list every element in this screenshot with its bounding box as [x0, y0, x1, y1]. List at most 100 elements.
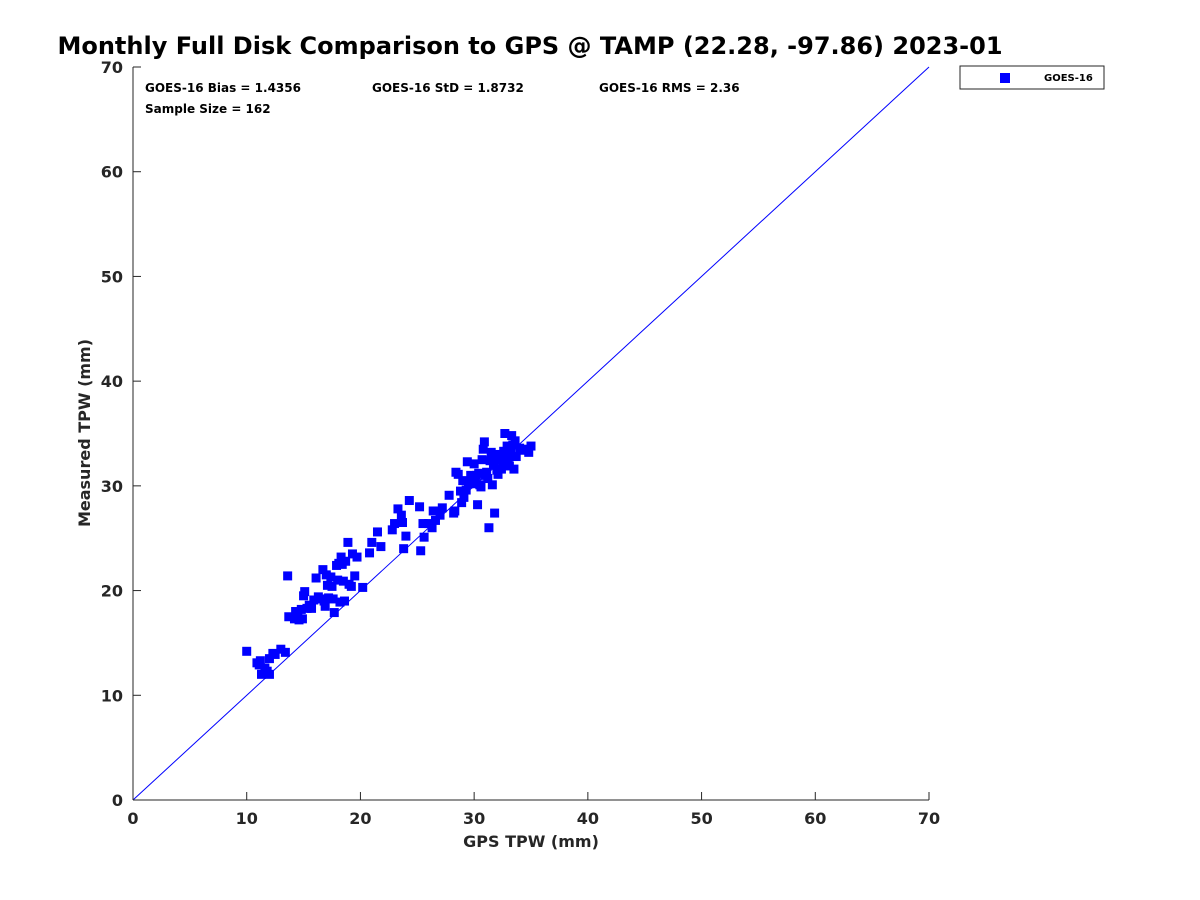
data-point: [463, 479, 473, 489]
data-point: [459, 492, 469, 502]
stat-std: GOES-16 StD = 1.8732: [372, 81, 524, 95]
data-point: [477, 455, 487, 465]
data-point: [341, 556, 351, 566]
data-point: [358, 582, 368, 592]
data-point: [457, 498, 467, 508]
data-point: [387, 525, 397, 535]
data-point: [455, 486, 465, 496]
data-point: [404, 496, 414, 506]
data-point: [430, 515, 440, 525]
data-point: [276, 644, 286, 654]
y-tick-label: 70: [101, 58, 123, 77]
data-point: [324, 593, 334, 603]
y-tick-label: 40: [101, 372, 123, 391]
data-point: [482, 467, 492, 477]
data-point: [336, 552, 346, 562]
data-point: [347, 549, 357, 559]
x-tick-label: 0: [127, 809, 138, 828]
data-point: [418, 519, 428, 529]
data-point: [419, 532, 429, 542]
legend-box: [959, 65, 1105, 90]
data-point: [479, 437, 489, 447]
data-point: [264, 654, 274, 664]
data-point: [293, 610, 303, 620]
data-point: [284, 612, 294, 622]
data-point: [496, 464, 506, 474]
data-point: [435, 510, 445, 520]
data-point: [494, 449, 504, 459]
stat-sample-size: Sample Size = 162: [145, 102, 271, 116]
data-point: [503, 454, 513, 464]
data-point: [329, 608, 339, 618]
data-point: [327, 581, 337, 591]
legend-marker-goes-16: [1000, 73, 1010, 83]
data-point: [506, 447, 516, 457]
y-tick-label: 0: [112, 791, 123, 810]
data-point: [350, 571, 360, 581]
data-point: [367, 537, 377, 547]
y-axis-label: Measured TPW (mm): [75, 339, 94, 527]
x-tick-label: 70: [918, 809, 940, 828]
data-point: [415, 502, 425, 512]
data-point: [500, 429, 510, 438]
data-point: [473, 500, 483, 510]
data-point: [502, 441, 512, 451]
data-point: [510, 436, 520, 446]
data-point: [493, 469, 503, 479]
data-point: [396, 510, 406, 520]
data-point: [469, 459, 479, 469]
data-point: [320, 601, 330, 611]
x-axis-label: GPS TPW (mm): [463, 832, 599, 851]
data-point: [484, 523, 494, 533]
data-point: [346, 581, 356, 591]
data-point: [416, 546, 426, 556]
data-point: [526, 441, 536, 451]
data-point: [283, 571, 293, 581]
x-tick-label: 50: [690, 809, 712, 828]
legend: GOES-16: [959, 65, 1105, 90]
data-point: [474, 468, 484, 478]
data-point: [511, 452, 521, 462]
y-tick-label: 10: [101, 686, 123, 705]
data-point: [401, 531, 411, 541]
data-point: [264, 669, 274, 679]
data-point: [450, 506, 460, 516]
y-tick-label: 60: [101, 163, 123, 182]
data-point: [352, 552, 362, 562]
data-point: [340, 596, 350, 606]
data-point: [242, 646, 252, 656]
data-point: [453, 469, 463, 479]
data-point: [256, 669, 266, 679]
data-point: [280, 647, 290, 657]
data-point: [309, 595, 319, 605]
y-tick-label: 20: [101, 582, 123, 601]
data-point: [427, 523, 437, 533]
y-tick-label: 50: [101, 267, 123, 286]
data-point: [509, 464, 519, 474]
data-point: [458, 476, 468, 486]
data-point: [343, 537, 353, 547]
data-point: [333, 575, 343, 585]
stat-bias: GOES-16 Bias = 1.4356: [145, 81, 301, 95]
y-tick-label: 30: [101, 477, 123, 496]
data-point: [311, 573, 321, 583]
data-point: [444, 490, 454, 500]
x-tick-label: 30: [463, 809, 485, 828]
x-tick-label: 40: [577, 809, 599, 828]
data-point: [507, 431, 517, 441]
legend-label-goes-16: GOES-16: [1044, 73, 1093, 84]
x-tick-label: 20: [349, 809, 371, 828]
data-point: [296, 604, 306, 614]
data-point: [486, 447, 496, 457]
data-point: [462, 457, 472, 467]
data-point: [476, 482, 486, 492]
data-point: [490, 508, 500, 518]
data-point: [270, 649, 280, 659]
data-point: [478, 444, 488, 454]
data-point: [372, 527, 382, 537]
data-point: [326, 572, 336, 582]
data-point: [318, 565, 328, 575]
data-point: [335, 597, 345, 607]
data-point: [483, 474, 493, 484]
